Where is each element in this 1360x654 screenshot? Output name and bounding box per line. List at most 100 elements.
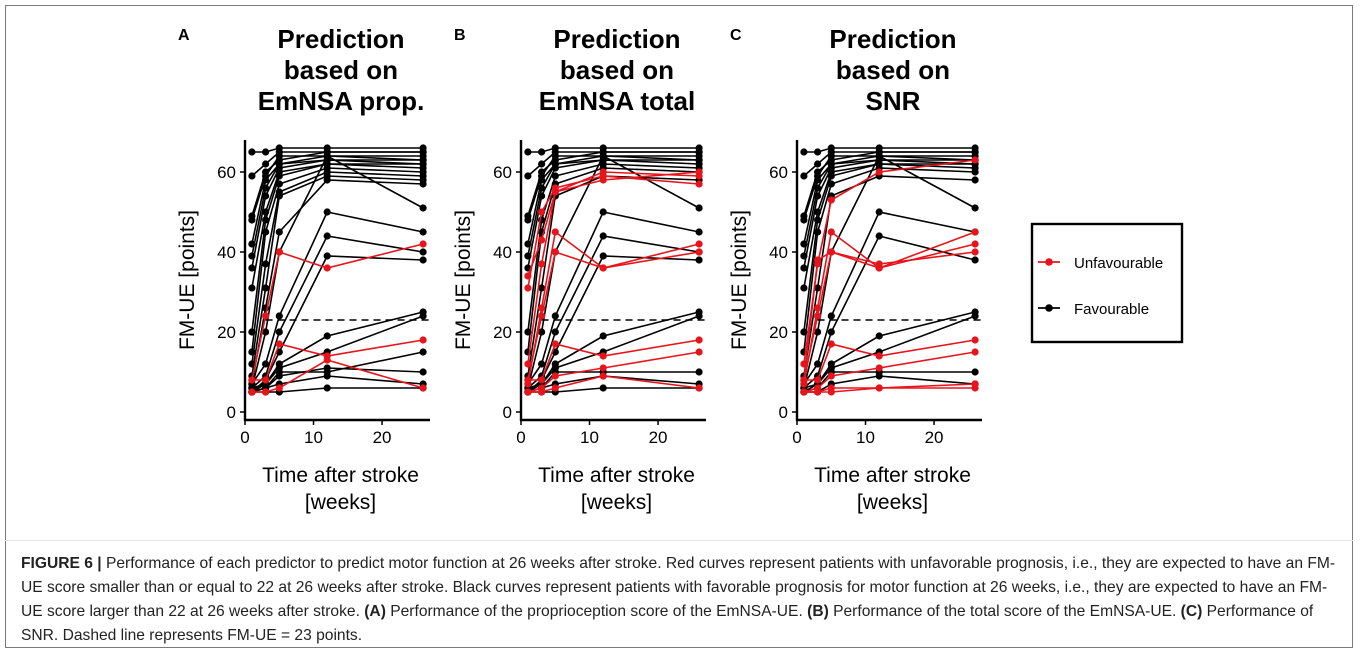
x-tick-label: 20 [925, 428, 944, 447]
y-tick-label: 60 [493, 163, 512, 182]
panel-label: B [454, 27, 466, 44]
panel-title-line: Prediction [277, 24, 404, 54]
y-axis-label: FM-UE [points] [176, 210, 199, 350]
caption-b-label: (B) [807, 603, 829, 620]
favourable-data-point [800, 148, 808, 156]
favourable-data-point [262, 284, 270, 292]
favourable-data-point [827, 312, 835, 320]
figure-caption: FIGURE 6 | Performance of each predictor… [21, 552, 1339, 648]
favourable-data-point [262, 160, 270, 168]
y-tick-label: 20 [769, 323, 788, 342]
favourable-data-point [323, 232, 331, 240]
favourable-data-point [814, 160, 822, 168]
favourable-data-point [323, 152, 331, 160]
unfavourable-data-point [971, 384, 979, 392]
unfavourable-data-point [538, 208, 546, 216]
panel-label: A [178, 27, 190, 44]
favourable-data-point [875, 152, 883, 160]
unfavourable-data-point [827, 228, 835, 236]
unfavourable-data-point [538, 388, 546, 396]
favourable-data-point [875, 372, 883, 380]
unfavourable-data-point [695, 384, 703, 392]
favourable-data-point [262, 176, 270, 184]
favourable-data-point [275, 152, 283, 160]
favourable-data-point [814, 360, 822, 368]
x-axis-label-line: [weeks] [305, 491, 376, 514]
unfavourable-data-point [275, 340, 283, 348]
caption-a-label: (A) [364, 603, 386, 620]
unfavourable-data-point [551, 248, 559, 256]
favourable-data-point [695, 256, 703, 264]
favourable-data-point [800, 284, 808, 292]
favourable-data-point [538, 184, 546, 192]
unfavourable-data-point [599, 352, 607, 360]
unfavourable-data-point [551, 188, 559, 196]
favourable-data-point [971, 312, 979, 320]
unfavourable-data-point [814, 256, 822, 264]
unfavourable-data-point [800, 388, 808, 396]
unfavourable-data-point [248, 388, 256, 396]
unfavourable-data-point [551, 384, 559, 392]
favourable-data-point [800, 216, 808, 224]
unfavourable-data-point [695, 248, 703, 256]
unfavourable-data-point [323, 356, 331, 364]
x-tick-label: 10 [580, 428, 599, 447]
panel-title-line: Prediction [553, 24, 680, 54]
unfavourable-data-point [971, 240, 979, 248]
unfavourable-data-point [599, 364, 607, 372]
favourable-data-point [971, 368, 979, 376]
favourable-data-point [814, 148, 822, 156]
unfavourable-data-point [275, 384, 283, 392]
favourable-data-point [538, 176, 546, 184]
x-tick-label: 10 [856, 428, 875, 447]
unfavourable-data-point [524, 284, 532, 292]
favourable-data-point [599, 332, 607, 340]
favourable-data-point [524, 148, 532, 156]
favourable-data-point [695, 228, 703, 236]
unfavourable-data-point [971, 336, 979, 344]
favourable-data-point [419, 312, 427, 320]
y-tick-label: 0 [779, 403, 788, 422]
favourable-data-point [262, 328, 270, 336]
favourable-data-point [262, 216, 270, 224]
unfavourable-data-point [538, 236, 546, 244]
unfavourable-data-point [875, 352, 883, 360]
favourable-data-point [275, 328, 283, 336]
favourable-data-point [323, 208, 331, 216]
caption-c-text: Performance of SNR. Dashed line represen… [21, 603, 1314, 644]
y-tick-label: 60 [769, 163, 788, 182]
favourable-data-point [419, 204, 427, 212]
favourable-data-point [323, 252, 331, 260]
favourable-data-point [814, 228, 822, 236]
favourable-data-point [971, 204, 979, 212]
favourable-data-point [971, 168, 979, 176]
unfavourable-data-point [827, 248, 835, 256]
favourable-data-point [419, 180, 427, 188]
favourable-data-point [695, 368, 703, 376]
favourable-data-point [538, 360, 546, 368]
favourable-data-point [875, 208, 883, 216]
unfavourable-data-point [695, 240, 703, 248]
favourable-data-point [551, 172, 559, 180]
x-tick-label: 0 [516, 428, 525, 447]
favourable-data-point [524, 172, 532, 180]
favourable-data-point [875, 332, 883, 340]
unfavourable-data-point [538, 304, 546, 312]
favourable-data-point [262, 360, 270, 368]
favourable-data-point [538, 328, 546, 336]
y-tick-label: 40 [493, 243, 512, 262]
unfavourable-data-point [971, 228, 979, 236]
x-axis-label-line: Time after stroke [814, 464, 971, 487]
favourable-data-point [262, 148, 270, 156]
unfavourable-data-point [524, 360, 532, 368]
x-tick-label: 10 [304, 428, 323, 447]
panel-title-line: Prediction [829, 24, 956, 54]
caption-c-label: (C) [1180, 603, 1203, 620]
favourable-data-point [875, 232, 883, 240]
unfavourable-data-point [827, 388, 835, 396]
panel-title-line: based on [836, 55, 950, 85]
unfavourable-data-point [419, 240, 427, 248]
favourable-data-point [275, 312, 283, 320]
